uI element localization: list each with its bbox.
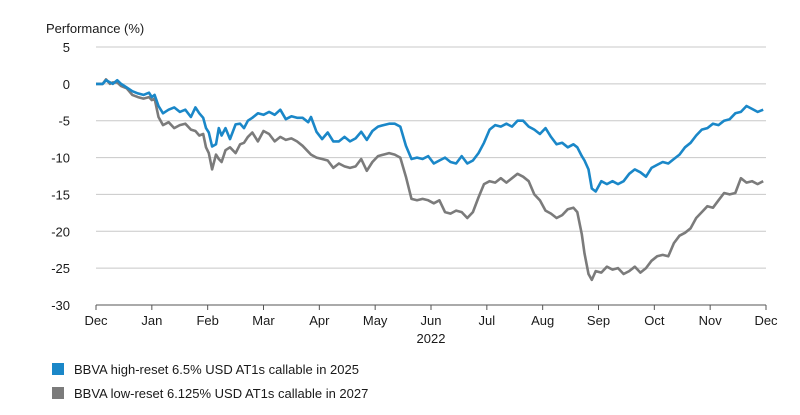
y-tick-label: -20 bbox=[51, 224, 70, 239]
x-tick-label: Mar bbox=[252, 313, 275, 328]
x-tick-label: Dec bbox=[754, 313, 778, 328]
y-tick-label: -25 bbox=[51, 261, 70, 276]
x-tick-label: Oct bbox=[644, 313, 665, 328]
x-tick-label: Sep bbox=[587, 313, 610, 328]
x-tick-label: May bbox=[363, 313, 388, 328]
legend-item-high-reset: BBVA high-reset 6.5% USD AT1s callable i… bbox=[52, 358, 368, 380]
x-axis-title: 2022 bbox=[417, 331, 446, 346]
axes: 5 0 -5 -10 -15 -20 -25 -30 Dec Jan Feb Mar Apr May Jun… bbox=[51, 40, 778, 328]
series-lines bbox=[96, 78, 764, 282]
y-tick-label: 0 bbox=[63, 77, 70, 92]
x-tick-label: Feb bbox=[196, 313, 218, 328]
legend-swatch-low-reset bbox=[52, 387, 64, 399]
gridlines bbox=[96, 46, 766, 306]
y-tick-label: -5 bbox=[58, 114, 70, 129]
x-tick-label: Aug bbox=[531, 313, 554, 328]
x-tick-label: Jan bbox=[141, 313, 162, 328]
legend: BBVA high-reset 6.5% USD AT1s callable i… bbox=[52, 358, 368, 406]
x-tick-label: Apr bbox=[309, 313, 330, 328]
legend-label-high-reset: BBVA high-reset 6.5% USD AT1s callable i… bbox=[74, 361, 359, 377]
y-tick-label: 5 bbox=[63, 40, 70, 55]
y-tick-label: -10 bbox=[51, 151, 70, 166]
legend-label-low-reset: BBVA low-reset 6.125% USD AT1s callable … bbox=[74, 385, 369, 401]
x-tick-label: Dec bbox=[84, 313, 108, 328]
series-line-high-reset bbox=[96, 78, 764, 193]
series-line-low-reset bbox=[96, 78, 764, 282]
y-tick-label: -30 bbox=[51, 298, 70, 313]
y-tick-label: -15 bbox=[51, 187, 70, 202]
x-tick-label: Nov bbox=[699, 313, 723, 328]
x-tick-label: Jul bbox=[479, 313, 496, 328]
x-tick-label: Jun bbox=[421, 313, 442, 328]
legend-swatch-high-reset bbox=[52, 363, 64, 375]
y-axis-title: Performance (%) bbox=[46, 21, 144, 36]
legend-item-low-reset: BBVA low-reset 6.125% USD AT1s callable … bbox=[52, 382, 368, 404]
